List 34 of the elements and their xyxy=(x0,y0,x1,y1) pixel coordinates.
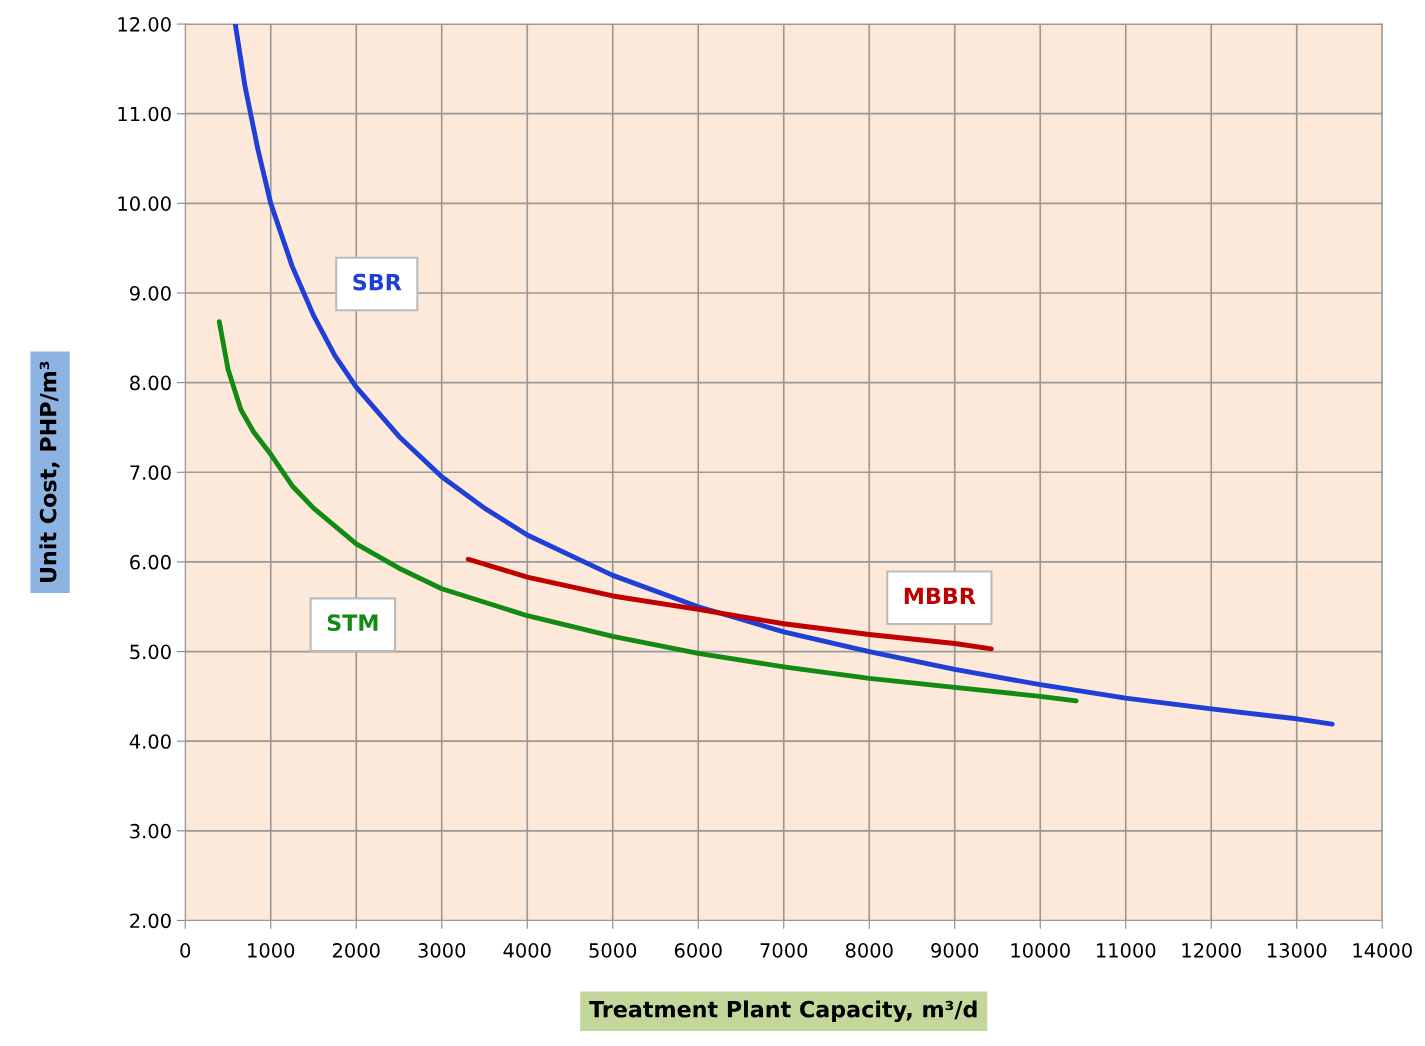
y-tick-label: 7.00 xyxy=(130,465,171,480)
y-tick-label: 6.00 xyxy=(130,554,171,570)
line-series xyxy=(216,319,1079,704)
x-tick-label: 10000 xyxy=(1011,943,1070,958)
y-tick-label: 3.00 xyxy=(130,823,171,839)
text: STM xyxy=(327,614,378,632)
x-axis-title: Treatment Plant Capacity, m³/d xyxy=(589,1000,977,1023)
line-series xyxy=(232,24,1335,727)
x-tick-label: 5000 xyxy=(589,943,637,958)
x-tick-label: 3000 xyxy=(418,943,466,958)
x-tick-label: 8000 xyxy=(845,943,893,958)
x-tick-label: 14000 xyxy=(1353,943,1412,958)
y-tick-label: 11.00 xyxy=(118,106,171,122)
y-tick-label: 4.00 xyxy=(129,734,171,749)
x-tick-label: 11000 xyxy=(1096,943,1156,958)
y-tick-label: 8.00 xyxy=(130,375,171,391)
series-label: MBBR xyxy=(904,587,976,604)
x-tick-label: 2000 xyxy=(332,943,380,958)
x-tick-label: 13000 xyxy=(1267,943,1327,958)
x-tick-label: 0 xyxy=(180,943,191,958)
x-tick-label: 7000 xyxy=(760,943,808,958)
y-axis-title: Unit Cost, PHP/m³ xyxy=(39,361,60,583)
x-tick-label: 9000 xyxy=(931,943,979,958)
x-tick-label: 4000 xyxy=(503,943,551,958)
y-tick-label: 9.00 xyxy=(129,285,171,301)
line-series xyxy=(465,556,994,652)
y-tick-label: 12.00 xyxy=(118,17,171,32)
y-tick-label: 5.00 xyxy=(130,644,171,660)
x-tick-label: 6000 xyxy=(674,943,722,958)
x-tick-label: 1000 xyxy=(248,943,295,958)
x-tick-label: 12000 xyxy=(1182,943,1241,958)
y-tick-label: 10.00 xyxy=(118,196,171,212)
y-tick-label: 2.00 xyxy=(130,913,171,929)
text: SBR xyxy=(353,273,402,291)
